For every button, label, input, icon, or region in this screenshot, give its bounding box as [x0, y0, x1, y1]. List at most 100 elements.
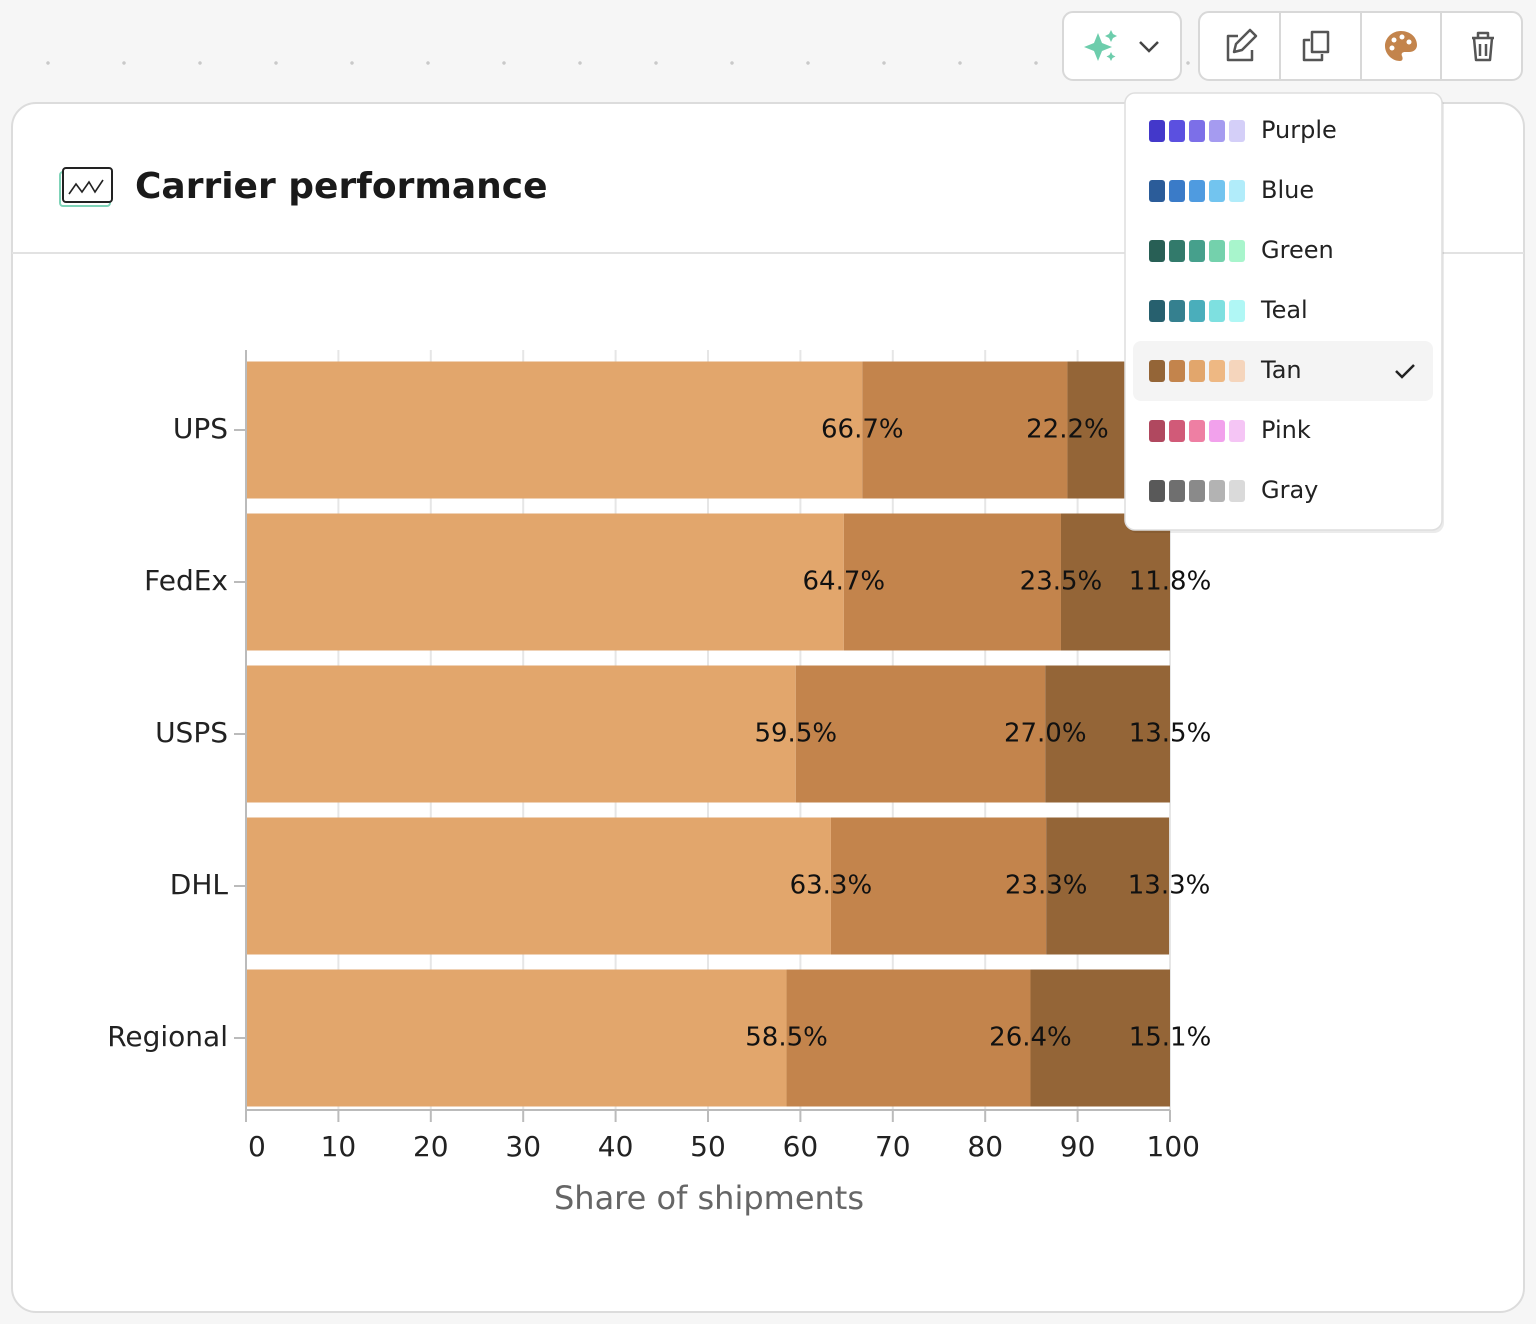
- swatch: [1189, 480, 1205, 502]
- toolbar: [1062, 11, 1523, 81]
- x-axis-label: Share of shipments: [554, 1179, 864, 1217]
- swatch: [1209, 180, 1225, 202]
- menu-item-label[interactable]: Tan: [1260, 356, 1302, 384]
- swatch: [1229, 360, 1245, 382]
- x-tick-label: 80: [967, 1130, 1003, 1163]
- swatch: [1149, 360, 1165, 382]
- bar-segment: [246, 513, 844, 651]
- x-tick-label: 20: [413, 1130, 449, 1163]
- bar-segment: [246, 361, 863, 499]
- data-label: 11.8%: [1129, 567, 1212, 597]
- swatch: [1189, 180, 1205, 202]
- swatch: [1209, 120, 1225, 142]
- x-tick-label: 10: [321, 1130, 357, 1163]
- edit-button[interactable]: [1226, 28, 1258, 62]
- data-label: 26.4%: [989, 1023, 1072, 1053]
- swatch: [1149, 120, 1165, 142]
- delete-button[interactable]: [1472, 31, 1494, 62]
- menu-item-label[interactable]: Gray: [1261, 476, 1318, 504]
- bar-segment: [830, 817, 1047, 955]
- swatch: [1149, 300, 1165, 322]
- swatch: [1229, 240, 1245, 262]
- bar-segment: [843, 513, 1061, 651]
- bar-segment: [246, 665, 796, 803]
- swatch: [1169, 180, 1185, 202]
- y-tick-label: Regional: [107, 1020, 228, 1053]
- x-tick-label: 90: [1060, 1130, 1096, 1163]
- swatch: [1189, 420, 1205, 442]
- x-tick-label: 30: [505, 1130, 541, 1163]
- y-tick-label: USPS: [155, 716, 228, 749]
- menu-item-label[interactable]: Green: [1261, 236, 1334, 264]
- swatch: [1229, 300, 1245, 322]
- swatch: [1169, 120, 1185, 142]
- menu-item-label[interactable]: Pink: [1261, 416, 1311, 444]
- swatch: [1209, 420, 1225, 442]
- bar-segment: [1045, 665, 1170, 803]
- menu-item-label[interactable]: Purple: [1261, 116, 1337, 144]
- data-label: 27.0%: [1004, 719, 1087, 749]
- y-tick-label: FedEx: [144, 564, 228, 597]
- swatch: [1169, 420, 1185, 442]
- data-label: 23.3%: [1005, 871, 1088, 901]
- swatch: [1189, 120, 1205, 142]
- x-tick-label: 50: [690, 1130, 726, 1163]
- swatch: [1189, 240, 1205, 262]
- bar-segment: [1030, 969, 1170, 1107]
- x-tick-label: 70: [875, 1130, 911, 1163]
- swatch: [1209, 300, 1225, 322]
- bar-segment: [246, 969, 787, 1107]
- swatch: [1229, 480, 1245, 502]
- y-tick-label: DHL: [170, 868, 229, 901]
- chevron-icon: [1139, 41, 1159, 53]
- ai-button[interactable]: [1062, 11, 1182, 81]
- menu-item-selected: [1133, 341, 1433, 401]
- plot: 0 10 20 30 40 50 60 70 80 90 100 UPS FedEx USPS DHL Reg…: [107, 350, 1211, 1163]
- swatch: [1169, 240, 1185, 262]
- data-label: 64.7%: [803, 567, 886, 597]
- swatch: [1149, 180, 1165, 202]
- swatch: [1149, 240, 1165, 262]
- swatch: [1209, 480, 1225, 502]
- swatch: [1189, 360, 1205, 382]
- swatch: [1209, 360, 1225, 382]
- x-tick-label: 60: [783, 1130, 819, 1163]
- swatch: [1149, 420, 1165, 442]
- menu-item-label[interactable]: Blue: [1261, 176, 1314, 204]
- menu-item-label[interactable]: Teal: [1260, 296, 1308, 324]
- chart-title: Carrier performance: [135, 166, 548, 207]
- data-label: 13.3%: [1128, 871, 1211, 901]
- swatch: [1229, 180, 1245, 202]
- swatch: [1209, 240, 1225, 262]
- swatch: [1189, 300, 1205, 322]
- bar-segment: [246, 817, 831, 955]
- bar-segment: [795, 665, 1046, 803]
- data-label: 66.7%: [821, 415, 904, 445]
- chart-icon: [59, 167, 113, 207]
- data-label: 63.3%: [790, 871, 873, 901]
- x-tick-label: 0: [248, 1130, 266, 1163]
- bar-segment: [1060, 513, 1170, 651]
- y-tick-label: UPS: [173, 412, 228, 445]
- bar-segment: [786, 969, 1031, 1107]
- check-icon: [1395, 364, 1415, 379]
- swatch: [1169, 300, 1185, 322]
- bar-segment: [1046, 817, 1170, 955]
- palette-menu: Purple Blue Green Teal Tan Pink Gray: [1124, 92, 1444, 533]
- sparkle-icon: [1084, 30, 1117, 61]
- data-label: 15.1%: [1129, 1023, 1212, 1053]
- bar-segment: [862, 361, 1068, 499]
- data-label: 22.2%: [1026, 415, 1109, 445]
- swatch: [1149, 480, 1165, 502]
- data-label: 23.5%: [1020, 567, 1103, 597]
- data-label: 13.5%: [1129, 719, 1212, 749]
- swatch: [1229, 120, 1245, 142]
- swatch: [1229, 420, 1245, 442]
- duplicate-button[interactable]: [1302, 30, 1330, 62]
- swatch: [1169, 480, 1185, 502]
- data-label: 58.5%: [745, 1023, 828, 1053]
- x-tick-label: 40: [598, 1130, 634, 1163]
- x-tick-label: 100: [1147, 1130, 1200, 1163]
